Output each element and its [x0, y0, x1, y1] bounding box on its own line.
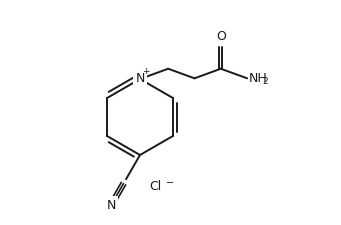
Text: +: +	[142, 68, 150, 76]
Text: −: −	[166, 178, 174, 188]
Text: NH: NH	[249, 72, 268, 85]
Text: 2: 2	[262, 77, 268, 86]
Text: N: N	[135, 72, 145, 86]
Text: N: N	[106, 199, 116, 212]
Text: O: O	[216, 30, 226, 43]
Text: Cl: Cl	[149, 180, 161, 194]
